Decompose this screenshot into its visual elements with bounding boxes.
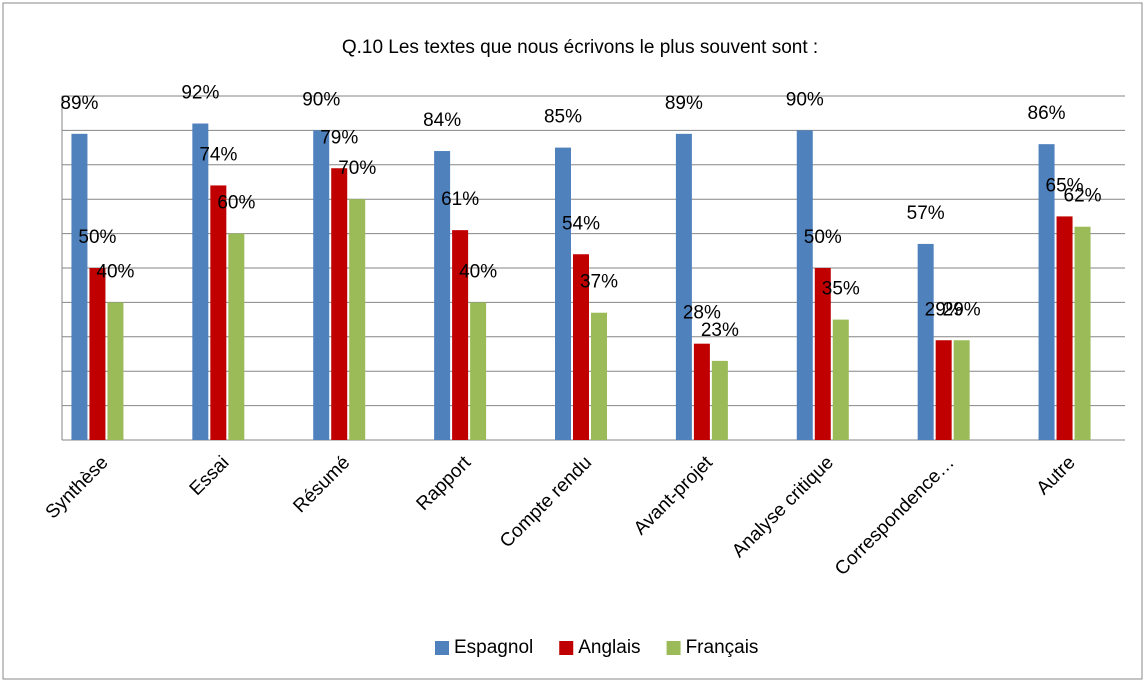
bar	[107, 302, 124, 440]
bar	[935, 340, 952, 440]
data-label: 92%	[181, 83, 219, 104]
data-label: 74%	[199, 144, 237, 165]
bar	[953, 340, 970, 440]
data-label: 89%	[665, 93, 703, 114]
bar	[796, 130, 813, 440]
data-label: 29%	[925, 299, 963, 320]
bar	[434, 151, 451, 441]
bar	[1074, 226, 1091, 440]
bar	[228, 233, 245, 440]
data-label: 50%	[804, 227, 842, 248]
data-label: 37%	[580, 272, 618, 293]
bar	[711, 360, 728, 440]
bar	[814, 268, 831, 440]
bar	[573, 254, 589, 440]
legend-label: Français	[686, 637, 759, 658]
data-label: 70%	[338, 158, 376, 179]
data-label: 40%	[96, 261, 134, 282]
data-label: 84%	[423, 110, 461, 131]
bar	[89, 268, 106, 440]
bar	[71, 133, 88, 440]
bar	[210, 185, 227, 440]
legend-swatch	[435, 641, 449, 655]
data-label: 62%	[1064, 186, 1102, 207]
data-label: 23%	[701, 320, 739, 341]
bar	[1056, 216, 1073, 440]
data-label: 90%	[786, 89, 824, 110]
legend-label: Espagnol	[454, 637, 533, 658]
data-label: 57%	[907, 203, 945, 224]
data-label: 29%	[943, 299, 981, 320]
bar	[313, 130, 330, 440]
data-label: 54%	[562, 213, 600, 234]
legend-label: Anglais	[578, 637, 640, 658]
data-label: 60%	[217, 193, 255, 214]
bar	[693, 343, 710, 440]
data-label: 86%	[1028, 103, 1066, 124]
bar	[591, 312, 607, 440]
legend-swatch	[559, 641, 574, 655]
bar	[555, 147, 571, 440]
data-label: 89%	[60, 93, 98, 114]
data-label: 50%	[78, 227, 116, 248]
bar	[1038, 144, 1055, 440]
bar	[331, 168, 348, 441]
bar	[452, 230, 469, 440]
data-label: 79%	[320, 127, 358, 148]
bar	[917, 243, 934, 440]
bar	[832, 319, 849, 440]
chart-title: Q.10 Les textes que nous écrivons le plu…	[342, 37, 818, 58]
data-label: 61%	[441, 189, 479, 210]
data-label: 90%	[302, 89, 340, 110]
bar	[349, 199, 366, 440]
bar	[470, 302, 487, 440]
data-label: 28%	[683, 303, 721, 324]
data-label: 85%	[544, 107, 582, 128]
data-label: 40%	[459, 261, 497, 282]
bar	[675, 133, 692, 440]
legend-swatch	[666, 641, 681, 655]
data-label: 65%	[1046, 175, 1084, 196]
bar	[192, 123, 209, 441]
data-label: 35%	[822, 279, 860, 300]
